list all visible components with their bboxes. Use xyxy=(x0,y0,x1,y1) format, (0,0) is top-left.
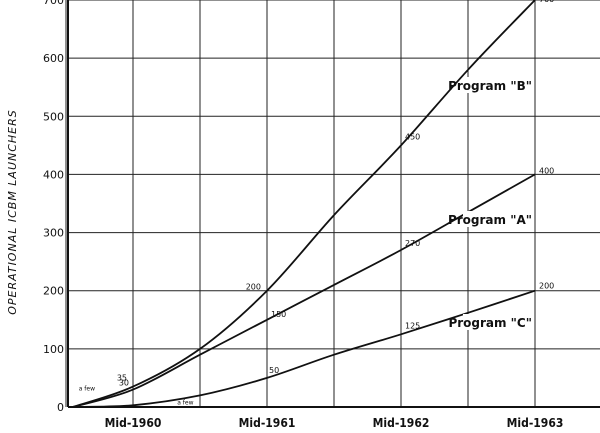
annotation-a-few: a few xyxy=(177,400,193,407)
y-tick-label: 500 xyxy=(43,110,64,123)
data-label: 200 xyxy=(246,283,261,292)
data-label: 450 xyxy=(405,132,420,141)
annotations: a few a few xyxy=(79,385,194,406)
x-tick-label: Mid-1961 xyxy=(239,416,296,430)
annotation-a-few: a few xyxy=(79,385,95,392)
data-label: 400 xyxy=(539,166,554,175)
y-tick-label: 700 xyxy=(43,0,64,7)
data-label: 125 xyxy=(405,321,420,330)
y-tick-label: 600 xyxy=(43,52,64,65)
series-label-bg xyxy=(463,314,534,330)
series-name-labels: Program "B" Program "A" Program "C" xyxy=(448,77,534,330)
y-tick-label: 400 xyxy=(43,168,64,181)
data-label: 30 xyxy=(119,379,129,388)
series-lines xyxy=(72,0,536,408)
series-line-program-b xyxy=(72,0,536,408)
data-label: 35 xyxy=(117,374,127,383)
x-tick-label: Mid-1962 xyxy=(373,416,430,430)
series-label-bg xyxy=(463,77,534,93)
series-label: Program "B" xyxy=(448,79,532,93)
x-tick-labels: Mid-1960 Mid-1961 Mid-1962 Mid-1963 xyxy=(105,416,564,430)
grid xyxy=(65,0,600,408)
series-label: Program "C" xyxy=(448,316,532,330)
y-tick-label: 300 xyxy=(43,227,64,240)
series-label: Program "A" xyxy=(448,213,532,227)
x-tick-label: Mid-1963 xyxy=(507,416,564,430)
axes xyxy=(67,0,600,408)
series-label-bg xyxy=(463,211,534,227)
data-label: 200 xyxy=(539,282,554,291)
y-tick-labels: 0 100 200 300 400 500 600 700 xyxy=(43,0,64,414)
data-label: 150 xyxy=(271,310,286,319)
x-tick-label: Mid-1960 xyxy=(105,416,162,430)
y-tick-label: 0 xyxy=(57,401,64,414)
data-label: 270 xyxy=(405,239,420,248)
y-tick-label: 200 xyxy=(43,285,64,298)
data-label: 700 xyxy=(539,0,554,4)
data-label: 50 xyxy=(269,366,279,375)
y-tick-label: 100 xyxy=(43,343,64,356)
data-labels: 35 200 450 700 30 150 270 400 50 125 200 xyxy=(117,0,554,388)
y-axis-label: OPERATIONAL ICBM LAUNCHERS xyxy=(6,109,19,315)
